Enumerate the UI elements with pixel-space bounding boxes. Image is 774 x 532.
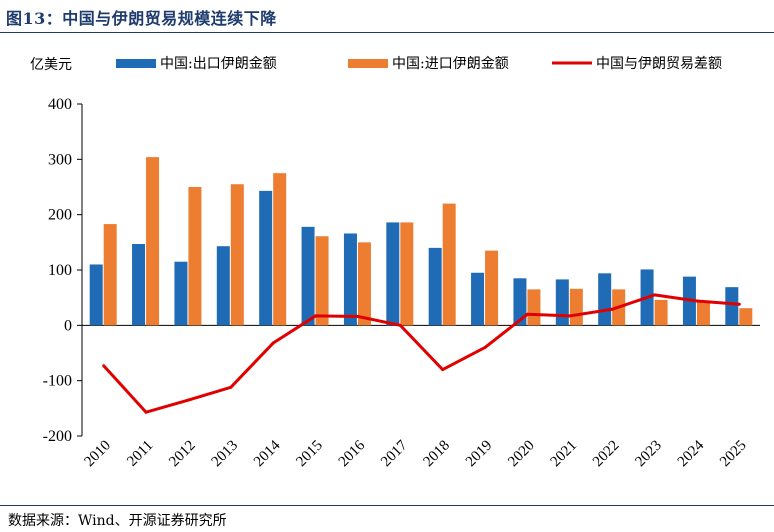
export-bar bbox=[89, 264, 103, 326]
y-tick-label: -100 bbox=[43, 373, 72, 390]
balance-point bbox=[653, 293, 657, 297]
balance-point bbox=[398, 323, 402, 327]
export-bar bbox=[301, 226, 315, 326]
y-axis: -200 -100 0 100 200 300 400 bbox=[43, 96, 760, 445]
balance-point bbox=[441, 368, 445, 372]
balance-point bbox=[229, 385, 233, 389]
x-tick-label: 2023 bbox=[632, 438, 665, 471]
y-tick-label: 0 bbox=[64, 317, 72, 334]
export-bar bbox=[132, 243, 146, 326]
x-tick-label: 2016 bbox=[336, 437, 369, 470]
export-bar bbox=[174, 261, 188, 326]
export-bar bbox=[259, 190, 273, 326]
x-tick-label: 2021 bbox=[548, 438, 581, 471]
import-bar bbox=[569, 288, 583, 326]
y-tick-label: -200 bbox=[43, 428, 72, 445]
balance-point bbox=[271, 341, 275, 345]
balance-point bbox=[525, 312, 529, 316]
balance-point bbox=[102, 364, 106, 368]
balance-point bbox=[186, 398, 190, 402]
import-bar bbox=[146, 157, 160, 326]
balance-point bbox=[610, 307, 614, 311]
unit-label: 亿美元 bbox=[30, 57, 72, 73]
balance-point bbox=[568, 314, 572, 318]
balance-point bbox=[737, 302, 741, 306]
legend-swatch bbox=[116, 59, 156, 68]
balance-line bbox=[102, 293, 741, 414]
trade-chart: 亿美元 中国:出口伊朗金额 中国:进口伊朗金额 中国与伊朗贸易差额 -200 -100… bbox=[30, 56, 760, 470]
import-bar bbox=[103, 224, 117, 326]
import-bar bbox=[357, 242, 371, 326]
balance-point bbox=[144, 410, 148, 414]
balance-point bbox=[314, 314, 318, 318]
balance-point bbox=[483, 345, 487, 349]
x-tick-label: 2015 bbox=[293, 438, 326, 471]
legend: 中国:出口伊朗金额 中国:进口伊朗金额 中国与伊朗贸易差额 bbox=[116, 56, 722, 72]
export-bar bbox=[386, 222, 400, 326]
x-tick-label: 2011 bbox=[124, 438, 156, 470]
import-bar bbox=[273, 173, 287, 326]
legend-label: 中国:进口伊朗金额 bbox=[392, 56, 509, 72]
export-bar bbox=[598, 273, 612, 326]
x-tick-label: 2013 bbox=[209, 438, 242, 471]
legend-swatch bbox=[348, 59, 388, 68]
import-bar bbox=[442, 203, 456, 326]
x-tick-label: 2024 bbox=[675, 437, 708, 470]
figure-title: 图13：中国与伊朗贸易规模连续下降 bbox=[6, 9, 277, 28]
export-bar bbox=[725, 287, 739, 326]
balance-point bbox=[356, 314, 360, 318]
balance-polyline bbox=[102, 293, 740, 414]
import-bar bbox=[696, 300, 710, 326]
export-bar bbox=[216, 246, 230, 326]
export-bar bbox=[428, 247, 442, 326]
export-bar bbox=[555, 279, 569, 326]
import-bar bbox=[654, 299, 668, 326]
legend-label: 中国与伊朗贸易差额 bbox=[596, 56, 722, 72]
x-tick-label: 2022 bbox=[590, 438, 623, 471]
import-bar bbox=[315, 236, 329, 326]
bars bbox=[89, 157, 753, 326]
export-bar bbox=[471, 272, 485, 326]
x-tick-label: 2020 bbox=[505, 438, 538, 471]
x-tick-label: 2018 bbox=[420, 438, 453, 471]
y-tick-label: 200 bbox=[48, 207, 72, 224]
x-tick-label: 2019 bbox=[463, 438, 496, 471]
import-bar bbox=[739, 308, 753, 326]
import-bar bbox=[188, 187, 202, 326]
footer-rule bbox=[0, 505, 774, 506]
x-tick-label: 2010 bbox=[81, 438, 114, 471]
y-tick-label: 100 bbox=[48, 262, 72, 279]
y-tick-label: 400 bbox=[48, 96, 72, 113]
x-tick-label: 2025 bbox=[717, 438, 750, 471]
export-bar bbox=[343, 233, 357, 326]
import-bar bbox=[230, 184, 244, 326]
title-rule bbox=[0, 32, 774, 33]
legend-label: 中国:出口伊朗金额 bbox=[160, 56, 277, 72]
import-bar bbox=[527, 289, 541, 326]
source-note: 数据来源：Wind、开源证券研究所 bbox=[8, 513, 227, 529]
export-bar bbox=[513, 278, 527, 326]
x-tick-label: 2012 bbox=[166, 438, 199, 471]
y-tick-label: 300 bbox=[48, 151, 72, 168]
x-tick-label: 2014 bbox=[251, 437, 284, 470]
import-bar bbox=[400, 222, 414, 326]
x-axis-labels: 2010 2011 2012 2013 2014 2015 2016 2017 2018 2019… bbox=[81, 437, 749, 470]
balance-point bbox=[695, 299, 699, 303]
x-tick-label: 2017 bbox=[378, 437, 411, 470]
import-bar bbox=[485, 250, 499, 326]
